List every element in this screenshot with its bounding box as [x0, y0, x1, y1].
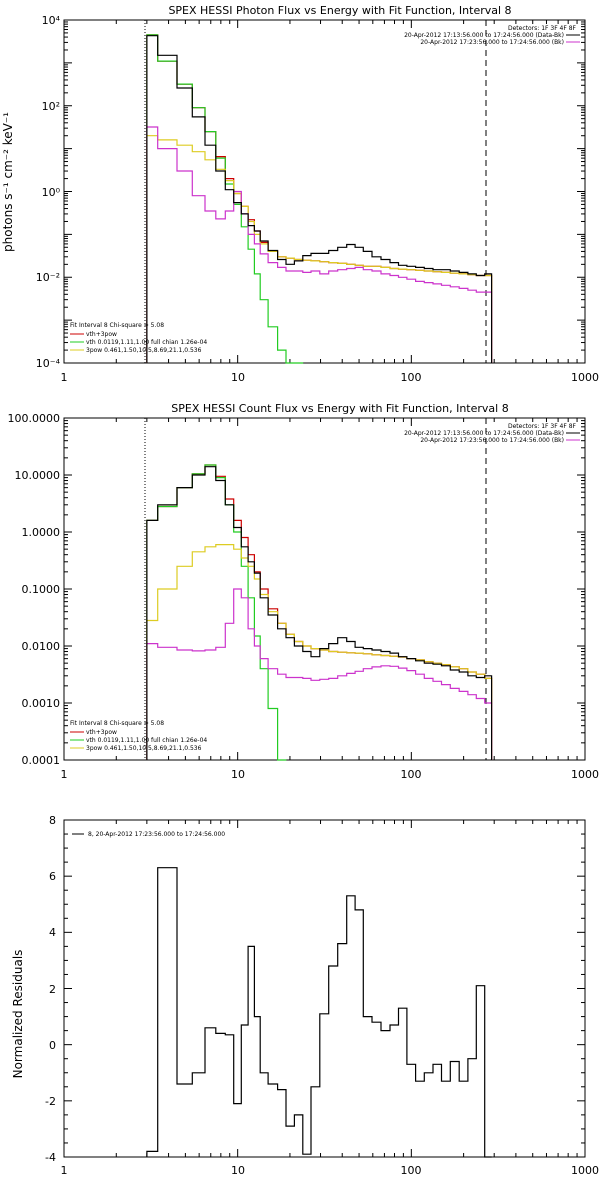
legend-data-interval: 20-Apr-2012 17:13:56.000 to 17:24:56.000… — [404, 430, 564, 437]
photon-flux-legend-top: Detectors: 1F 3F 4F 8F 20-Apr-2012 17:13… — [404, 25, 580, 46]
photon-flux-x-tick-100: 100 — [401, 371, 422, 384]
legend-bk-interval: 20-Apr-2012 17:23:56.000 to 17:24:56.000… — [420, 39, 564, 46]
legend-detectors: Detectors: 1F 3F 4F 8F — [508, 25, 577, 32]
legend-detectors: Detectors: 1F 3F 4F 8F — [508, 423, 577, 430]
residuals-x-tick-10: 10 — [231, 1164, 245, 1177]
residuals-y-tick-neg4: -4 — [45, 1151, 56, 1164]
count-flux-x-tick-1: 1 — [61, 768, 68, 781]
photon-flux-plot-frame — [63, 19, 586, 364]
count-flux-background-line — [146, 588, 493, 760]
photon-flux-power-law-fit-line — [146, 135, 493, 363]
photon-flux-x-tick-1: 1 — [61, 371, 68, 384]
residuals-y-tick-6: 6 — [49, 870, 56, 883]
count-flux-thermal-fit-line — [146, 464, 287, 761]
count-flux-y-tick-0.1: 0.1000 — [22, 583, 61, 596]
count-flux-plot-frame — [63, 417, 586, 761]
residuals-y-tick-8: 8 — [49, 814, 56, 827]
legend-power-label: 3pow 0.461,1.50,10.5,8.69,21.1,0.536 — [86, 745, 202, 752]
residuals-y-tick-4: 4 — [49, 926, 56, 939]
legend-total-label: vth+3pow — [86, 331, 117, 338]
legend-power-label: 3pow 0.461,1.50,10.5,8.69,21.1,0.536 — [86, 347, 202, 354]
legend-fit-interval: Fit Interval 8 Chi-square = 5.08 — [70, 322, 164, 329]
photon-flux-y-tick-1e4: 10⁴ — [42, 14, 61, 27]
residuals-plot-frame — [63, 819, 586, 1158]
residuals-legend: 8, 20-Apr-2012 17:23:56.000 to 17:24:56.… — [72, 831, 225, 838]
legend-total-label: vth+3pow — [86, 729, 117, 736]
count-flux-x-tick-1000: 1000 — [571, 768, 599, 781]
count-flux-y-tick-0.001: 0.0010 — [22, 697, 61, 710]
count-flux-y-tick-10: 10.0000 — [15, 469, 61, 482]
count-flux-x-tick-100: 100 — [401, 768, 422, 781]
residuals-x-tick-1: 1 — [61, 1164, 68, 1177]
count-flux-y-tick-0.0001: 0.0001 — [22, 754, 61, 767]
residuals-panel: Normalized Residuals 1 10 100 1000 -4 -2… — [11, 814, 599, 1177]
count-flux-x-tick-10: 10 — [231, 768, 245, 781]
photon-flux-legend-bottom: Fit Interval 8 Chi-square = 5.08 vth+3po… — [70, 322, 207, 354]
photon-flux-thermal-fit-line — [146, 34, 304, 364]
photon-flux-total-fit-line — [146, 34, 493, 363]
photon-flux-y-tick-1e-4: 10⁻⁴ — [36, 357, 61, 370]
residuals-y-tick-neg2: -2 — [45, 1095, 56, 1108]
residuals-x-tick-100: 100 — [401, 1164, 422, 1177]
residuals-legend-label: 8, 20-Apr-2012 17:23:56.000 to 17:24:56.… — [88, 831, 225, 838]
photon-flux-data-line — [146, 35, 493, 363]
residuals-y-tick-0: 0 — [49, 1039, 56, 1052]
photon-flux-y-label: photons s⁻¹ cm⁻² keV⁻¹ — [1, 112, 15, 252]
count-flux-total-fit-line — [146, 464, 493, 760]
residuals-x-tick-1000: 1000 — [571, 1164, 599, 1177]
count-flux-panel: SPEX HESSI Count Flux vs Energy with Fit… — [8, 402, 600, 781]
count-flux-y-tick-1: 1.0000 — [22, 526, 61, 539]
residuals-residuals-line — [146, 867, 492, 1158]
photon-flux-title: SPEX HESSI Photon Flux vs Energy with Fi… — [168, 4, 511, 17]
count-flux-y-tick-100: 100.0000 — [8, 412, 61, 425]
count-flux-data-line — [146, 466, 493, 760]
legend-thermal-label: vth 0.0119,1.11,1.00 full chian 1.26e-04 — [86, 737, 207, 744]
count-flux-y-tick-0.01: 0.0100 — [22, 640, 61, 653]
residuals-y-label: Normalized Residuals — [11, 950, 25, 1079]
photon-flux-background-line — [146, 126, 493, 363]
photon-flux-x-tick-10: 10 — [231, 371, 245, 384]
legend-bk-interval: 20-Apr-2012 17:23:56.000 to 17:24:56.000… — [420, 437, 564, 444]
photon-flux-y-tick-1e2: 10² — [42, 100, 60, 113]
residuals-y-tick-2: 2 — [49, 983, 56, 996]
photon-flux-x-tick-1000: 1000 — [571, 371, 599, 384]
count-flux-title: SPEX HESSI Count Flux vs Energy with Fit… — [171, 402, 508, 415]
legend-thermal-label: vth 0.0119,1.11,1.00 full chian 1.26e-04 — [86, 339, 207, 346]
photon-flux-y-tick-1e-2: 10⁻² — [36, 271, 60, 284]
legend-data-interval: 20-Apr-2012 17:13:56.000 to 17:24:56.000… — [404, 32, 564, 39]
legend-fit-interval: Fit Interval 8 Chi-square = 5.08 — [70, 720, 164, 727]
photon-flux-panel: SPEX HESSI Photon Flux vs Energy with Fi… — [1, 4, 599, 384]
count-flux-legend-bottom: Fit Interval 8 Chi-square = 5.08 vth+3po… — [70, 720, 207, 752]
photon-flux-y-tick-1e0: 10⁰ — [42, 186, 61, 199]
count-flux-legend-top: Detectors: 1F 3F 4F 8F 20-Apr-2012 17:13… — [404, 423, 580, 444]
